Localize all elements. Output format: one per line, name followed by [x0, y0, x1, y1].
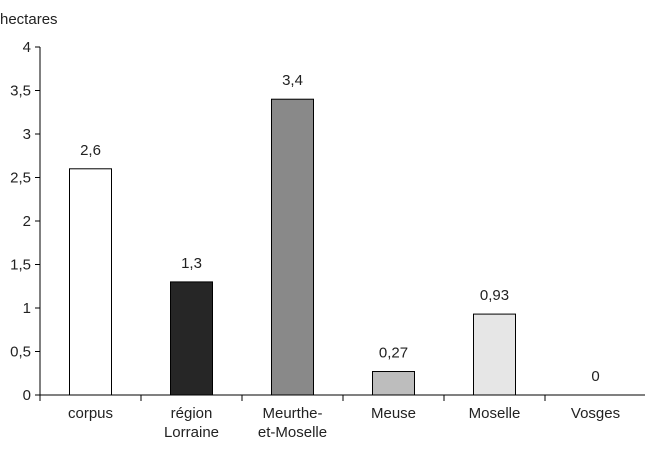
data-label: 0,27	[379, 345, 408, 362]
bar	[271, 98, 314, 396]
data-label: 0	[591, 368, 599, 385]
data-label: 0,93	[480, 287, 509, 304]
y-tick-label: 4	[23, 39, 31, 56]
data-label: 1,3	[181, 255, 202, 272]
x-category-label-line: Moselle	[469, 405, 521, 422]
y-tick-label: 1	[23, 300, 31, 317]
x-category-label-line: Vosges	[571, 405, 620, 422]
x-category-label: Moselle	[469, 405, 521, 422]
bars-group	[69, 98, 516, 396]
y-tick-label: 3	[23, 126, 31, 143]
bar	[372, 371, 415, 396]
x-category-label: Meurthe-et-Moselle	[258, 405, 327, 441]
data-labels-group: 2,6 1,3 3,4 0,27 0,93 0	[80, 72, 600, 385]
category-labels-group: corpus région LorraineMeurthe-et-MoselleMe…	[68, 405, 620, 441]
x-category-label-line: et-Moselle	[258, 424, 327, 441]
data-label: 2,6	[80, 142, 101, 159]
bar	[473, 313, 516, 396]
y-tick-label: 2,5	[10, 170, 31, 187]
y-tick-label: 1,5	[10, 257, 31, 274]
x-category-label: corpus	[68, 405, 113, 422]
x-category-label: région Lorraine	[164, 405, 219, 441]
y-tick-label: 0	[23, 387, 31, 404]
data-label: 3,4	[282, 72, 303, 89]
x-category-label: Vosges	[571, 405, 620, 422]
y-tick-label: 2	[23, 213, 31, 230]
x-category-label-line: Meurthe-	[262, 405, 322, 422]
x-category-label: Meuse	[371, 405, 416, 422]
bar	[170, 281, 213, 396]
x-category-label-line: corpus	[68, 405, 113, 422]
y-axis-ticks: 0 0,5 1 1,5 2 2,5 3 3,5 4	[10, 39, 40, 404]
x-category-label-line: région	[171, 405, 213, 422]
x-axis-ticks	[39, 395, 546, 401]
x-category-label-line: Meuse	[371, 405, 416, 422]
y-tick-label: 0,5	[10, 344, 31, 361]
y-axis-unit-label: hectares	[0, 11, 58, 28]
bar	[69, 168, 112, 396]
y-tick-label: 3,5	[10, 83, 31, 100]
x-category-label-line: Lorraine	[164, 424, 219, 441]
